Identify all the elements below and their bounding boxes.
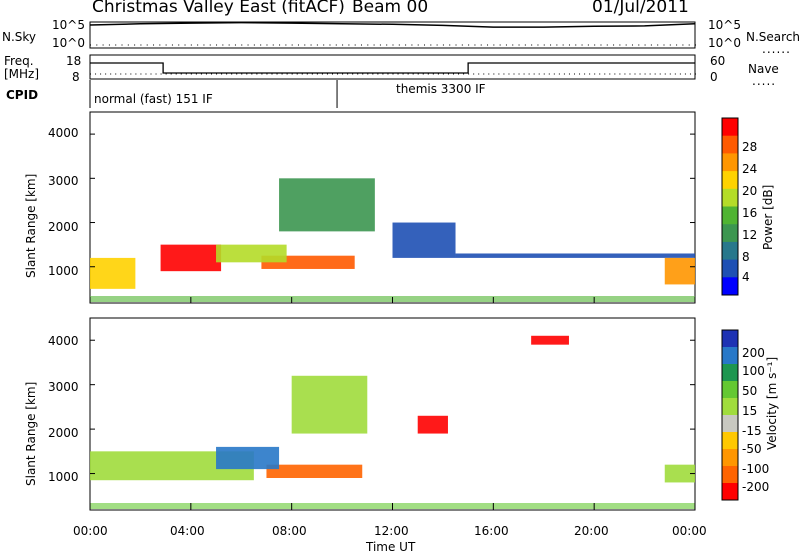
beam-label: Beam 00 bbox=[352, 0, 429, 17]
nave-tick-bottom: 0 bbox=[710, 70, 718, 84]
velocity-cbar-segment-4 bbox=[722, 398, 738, 416]
velocity-ytick-4000: 4000 bbox=[48, 334, 79, 348]
velocity-cbar-segment-9 bbox=[722, 483, 738, 501]
power-ytick-1000: 1000 bbox=[48, 264, 79, 278]
freq-unit-label: [MHz] bbox=[4, 67, 40, 81]
power-cbar-segment-2 bbox=[722, 153, 738, 172]
power-ytick-3000: 3000 bbox=[48, 174, 79, 188]
nsky-label: N.Sky bbox=[2, 30, 37, 44]
velocity-cbar-segment-6 bbox=[722, 432, 738, 450]
nsearch-tick-top: 10^5 bbox=[708, 18, 741, 32]
velocity-cbar-segment-5 bbox=[722, 415, 738, 433]
power-ytick-4000: 4000 bbox=[48, 126, 79, 140]
velocity-cbar-segment-7 bbox=[722, 449, 738, 467]
nsearch-legend-dots: ...... bbox=[762, 42, 791, 56]
velocity-cbar-tick-200: 200 bbox=[742, 346, 765, 360]
freq-label: Freq. bbox=[4, 54, 34, 68]
velocity-cbar-tick-15: 15 bbox=[742, 404, 758, 418]
velocity-cbar-tick-m50: -50 bbox=[742, 442, 762, 456]
cpid-label: CPID bbox=[6, 88, 39, 102]
power-cbar-tick-4: 4 bbox=[742, 270, 750, 284]
date-label: 01/Jul/2011 bbox=[592, 0, 689, 17]
power-region-4 bbox=[279, 178, 375, 232]
freq-panel-frame bbox=[89, 54, 696, 80]
nave-label: Nave bbox=[748, 62, 779, 76]
xtick-2: 08:00 bbox=[272, 524, 307, 538]
nave-tick-top: 60 bbox=[710, 54, 726, 68]
power-region-3 bbox=[216, 244, 287, 263]
power-region-7 bbox=[664, 257, 695, 285]
velocity-panel-frame bbox=[89, 317, 696, 511]
power-cbar-segment-4 bbox=[722, 188, 738, 207]
power-cbar-frame bbox=[721, 117, 739, 296]
velocity-region-3 bbox=[291, 375, 368, 434]
power-cbar-tick-12: 12 bbox=[742, 228, 758, 242]
nsearch-tick-bottom: 10^0 bbox=[708, 36, 741, 50]
freq-tick-bottom: 8 bbox=[72, 70, 80, 84]
power-cbar-segment-6 bbox=[722, 224, 738, 243]
power-region-2 bbox=[90, 257, 136, 289]
power-region-6 bbox=[455, 253, 695, 258]
xtick-3: 12:00 bbox=[374, 524, 409, 538]
velocity-cbar-segment-0 bbox=[722, 330, 738, 348]
nsearch-label: N.Search bbox=[746, 30, 800, 44]
power-region-0 bbox=[160, 244, 222, 272]
radar-title: Christmas Valley East (fitACF) bbox=[92, 0, 345, 17]
velocity-cbar-tick-50: 50 bbox=[742, 384, 758, 398]
nsky-panel-frame bbox=[89, 21, 696, 49]
velocity-region-5 bbox=[531, 335, 569, 345]
velocity-cbar-segment-1 bbox=[722, 347, 738, 365]
xtick-6: 00:00 bbox=[672, 524, 707, 538]
velocity-region-2 bbox=[216, 446, 280, 470]
cpid-mode-normal: normal (fast) 151 IF bbox=[94, 92, 213, 106]
power-cbar-tick-16: 16 bbox=[742, 206, 758, 220]
power-cbar-tick-20: 20 bbox=[742, 184, 758, 198]
power-ytick-2000: 2000 bbox=[48, 220, 79, 234]
power-cbar-segment-9 bbox=[722, 277, 738, 296]
velocity-cbar-tick-m15: -15 bbox=[742, 424, 762, 438]
velocity-cbar-frame bbox=[721, 329, 739, 501]
power-cbar-tick-28: 28 bbox=[742, 140, 758, 154]
power-cbar-segment-3 bbox=[722, 171, 738, 190]
power-cbar-segment-7 bbox=[722, 241, 738, 261]
velocity-region-4 bbox=[417, 415, 448, 434]
x-axis-label: Time UT bbox=[366, 540, 416, 554]
power-cbar-tick-8: 8 bbox=[742, 250, 750, 264]
velocity-ytick-3000: 3000 bbox=[48, 380, 79, 394]
velocity-cbar-segment-3 bbox=[722, 381, 738, 399]
velocity-cbar-segment-8 bbox=[722, 466, 738, 484]
xtick-1: 04:00 bbox=[170, 524, 205, 538]
velocity-region-6 bbox=[664, 464, 695, 483]
power-region-5 bbox=[392, 222, 456, 258]
nsky-tick-top: 10^5 bbox=[52, 18, 85, 32]
power-cbar-segment-0 bbox=[722, 118, 738, 137]
power-panel-frame bbox=[89, 111, 696, 304]
freq-tick-top: 18 bbox=[66, 54, 82, 68]
velocity-ytick-2000: 2000 bbox=[48, 426, 79, 440]
velocity-ytick-1000: 1000 bbox=[48, 470, 79, 484]
power-cbar-segment-1 bbox=[722, 135, 738, 154]
power-cbar-segment-8 bbox=[722, 259, 738, 278]
xtick-5: 20:00 bbox=[574, 524, 609, 538]
freq-series-line bbox=[90, 62, 695, 74]
power-cbar-segment-5 bbox=[722, 206, 738, 225]
velocity-cbar-tick-100: 100 bbox=[742, 364, 765, 378]
xtick-4: 16:00 bbox=[474, 524, 509, 538]
xtick-0: 00:00 bbox=[73, 524, 108, 538]
nsky-series-line bbox=[89, 21, 696, 28]
nsky-tick-bottom: 10^0 bbox=[52, 36, 85, 50]
velocity-region-1 bbox=[266, 464, 363, 478]
velocity-cbar-tick-m100: -100 bbox=[742, 462, 770, 476]
nave-legend-dots: ..... bbox=[752, 74, 777, 88]
velocity-cbar-tick-m200: -200 bbox=[742, 480, 770, 494]
cpid-mode-themis: themis 3300 IF bbox=[396, 82, 486, 96]
power-cbar-tick-24: 24 bbox=[742, 162, 758, 176]
velocity-cbar-segment-2 bbox=[722, 364, 738, 382]
